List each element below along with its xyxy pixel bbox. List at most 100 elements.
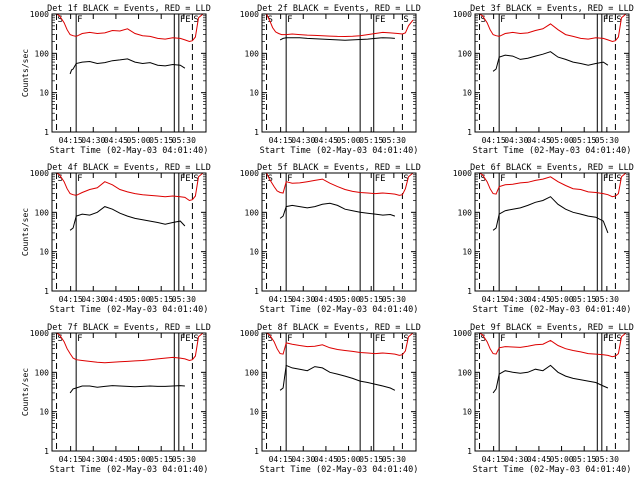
marker-label: FE xyxy=(180,15,191,25)
marker-label: S xyxy=(193,15,198,25)
y-tick-label: 1 xyxy=(44,128,49,137)
chart-title: Det 6f BLACK = Events, RED = LLD xyxy=(470,163,634,173)
marker-label: S xyxy=(616,174,621,184)
x-tick-label: 05:00 xyxy=(127,295,151,304)
x-tick-label: 05:30 xyxy=(595,455,619,464)
marker-label: FE xyxy=(375,15,386,25)
x-tick-label: 04:30 xyxy=(81,136,105,145)
marker-label: S xyxy=(616,334,621,344)
x-tick-label: 05:15 xyxy=(359,455,383,464)
x-tick-label: 05:15 xyxy=(149,455,173,464)
marker-label: F xyxy=(287,174,292,184)
x-tick-label: 05:00 xyxy=(337,295,361,304)
x-axis-label: Start Time (02-May-03 04:01:40) xyxy=(260,146,419,156)
series-line-lld xyxy=(475,333,627,358)
marker-label: S xyxy=(403,15,408,25)
marker-label: S xyxy=(58,15,63,25)
plot-frame xyxy=(51,332,207,452)
x-tick-label: 05:15 xyxy=(572,455,596,464)
y-tick-label: 1 xyxy=(254,128,259,137)
x-tick-label: 04:15 xyxy=(59,295,83,304)
x-axis-label: Start Time (02-May-03 04:01:40) xyxy=(50,146,209,156)
marker-label: S xyxy=(268,334,273,344)
y-tick-label: 1000 xyxy=(240,329,259,338)
plot-frame xyxy=(51,13,207,133)
x-tick-label: 04:30 xyxy=(81,455,105,464)
x-tick-label: 04:15 xyxy=(482,455,506,464)
series-line-events xyxy=(492,51,609,72)
marker-label: S xyxy=(193,174,198,184)
x-tick-label: 04:15 xyxy=(269,136,293,145)
marker-label: F xyxy=(77,334,82,344)
x-tick-label: 05:30 xyxy=(382,136,406,145)
series-line-events xyxy=(69,206,186,231)
series-line-events xyxy=(69,58,186,75)
y-tick-label: 1000 xyxy=(30,10,49,19)
y-axis-label: Counts/sec xyxy=(21,368,30,416)
chart-panel-8: Det 8f BLACK = Events, RED = LLD 1 10 100 10… xyxy=(240,323,421,475)
y-tick-label: 100 xyxy=(245,368,260,377)
y-tick-label: 10 xyxy=(249,408,259,417)
y-tick-label: 1 xyxy=(44,447,49,456)
y-tick-label: 100 xyxy=(35,208,50,217)
chart-title: Det 8f BLACK = Events, RED = LLD xyxy=(257,323,421,333)
series-line-events xyxy=(492,196,609,234)
x-tick-label: 04:30 xyxy=(291,295,315,304)
marker-label: S xyxy=(616,15,621,25)
x-tick-label: 05:15 xyxy=(149,136,173,145)
x-tick-label: 05:15 xyxy=(572,136,596,145)
x-tick-label: 05:00 xyxy=(337,136,361,145)
chart-title: Det 7f BLACK = Events, RED = LLD xyxy=(47,323,211,333)
x-tick-label: 04:15 xyxy=(482,136,506,145)
x-tick-label: 04:45 xyxy=(314,455,338,464)
x-tick-label: 05:30 xyxy=(382,295,406,304)
y-tick-label: 1 xyxy=(44,287,49,296)
x-tick-label: 04:30 xyxy=(504,455,528,464)
series-line-events xyxy=(279,202,396,219)
series-line-lld xyxy=(262,173,414,196)
series-line-lld xyxy=(52,14,204,43)
marker-label: F xyxy=(287,15,292,25)
y-tick-label: 10 xyxy=(39,89,49,98)
x-tick-label: 05:30 xyxy=(595,136,619,145)
x-tick-label: 05:00 xyxy=(127,136,151,145)
marker-label: S xyxy=(481,174,486,184)
marker-label: FE xyxy=(375,334,386,344)
y-tick-label: 1000 xyxy=(30,169,49,178)
x-tick-label: 04:45 xyxy=(527,295,551,304)
marker-label: S xyxy=(481,334,486,344)
series-line-lld xyxy=(52,333,204,364)
y-tick-label: 1000 xyxy=(240,169,259,178)
x-axis-label: Start Time (02-May-03 04:01:40) xyxy=(473,305,632,315)
series-line-events xyxy=(279,37,395,41)
marker-label: S xyxy=(403,174,408,184)
x-axis-label: Start Time (02-May-03 04:01:40) xyxy=(260,465,419,475)
y-tick-label: 1 xyxy=(467,128,472,137)
plot-frame xyxy=(261,332,417,452)
series-line-lld xyxy=(52,173,204,202)
marker-label: S xyxy=(58,334,63,344)
y-axis-label: Counts/sec xyxy=(21,208,30,256)
y-tick-label: 1000 xyxy=(453,329,472,338)
marker-label: FE xyxy=(180,334,191,344)
x-axis-label: Start Time (02-May-03 04:01:40) xyxy=(473,465,632,475)
y-tick-label: 10 xyxy=(462,89,472,98)
chart-title: Det 3f BLACK = Events, RED = LLD xyxy=(470,4,634,14)
chart-panel-2: Det 2f BLACK = Events, RED = LLD 1 10 100 10… xyxy=(240,4,421,156)
x-tick-label: 05:15 xyxy=(572,295,596,304)
y-tick-label: 100 xyxy=(245,49,260,58)
chart-panel-4: Det 4f BLACK = Events, RED = LLD 1 10 100 10… xyxy=(21,163,211,315)
y-axis-label: Counts/sec xyxy=(21,49,30,97)
series-line-events xyxy=(492,364,609,394)
x-tick-label: 04:45 xyxy=(104,455,128,464)
x-tick-label: 04:45 xyxy=(314,136,338,145)
x-tick-label: 05:00 xyxy=(337,455,361,464)
y-tick-label: 100 xyxy=(458,49,473,58)
y-tick-label: 10 xyxy=(39,408,49,417)
x-tick-label: 04:15 xyxy=(269,455,293,464)
marker-label: FE xyxy=(375,174,386,184)
x-tick-label: 04:30 xyxy=(291,455,315,464)
plot-frame xyxy=(51,172,207,292)
x-tick-label: 04:45 xyxy=(527,455,551,464)
